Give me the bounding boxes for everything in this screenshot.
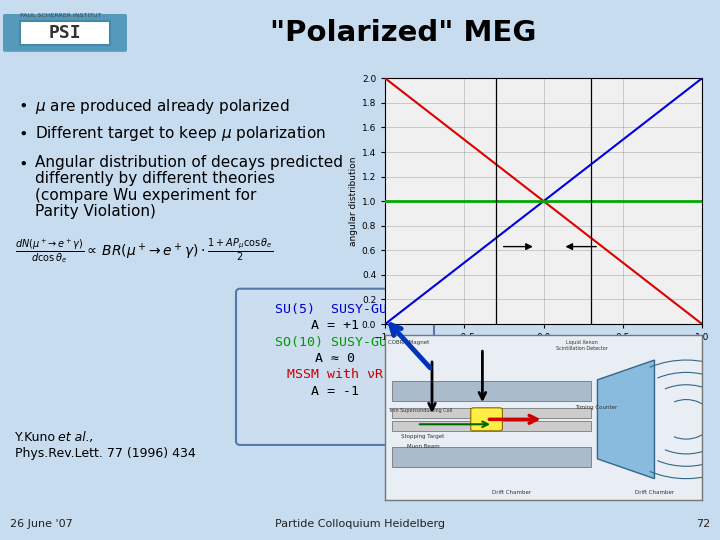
Text: Phys.Rev.Lett. 77 (1996) 434: Phys.Rev.Lett. 77 (1996) 434 [15, 447, 196, 460]
Text: A ≈ 0: A ≈ 0 [315, 352, 355, 365]
FancyBboxPatch shape [236, 289, 434, 445]
Text: SO(10) SUSY-GUT: SO(10) SUSY-GUT [275, 336, 395, 349]
Text: Parity Violation): Parity Violation) [35, 204, 156, 219]
Text: A = -1: A = -1 [311, 384, 359, 397]
Text: $\bullet$: $\bullet$ [18, 155, 27, 170]
FancyBboxPatch shape [20, 21, 110, 45]
Text: Thin Superconducting Coil: Thin Superconducting Coil [388, 408, 453, 413]
Text: Y.Kuno: Y.Kuno [15, 430, 59, 444]
Text: Liquid Xenon
Scintillation Detector: Liquid Xenon Scintillation Detector [556, 340, 608, 351]
Text: Drift Chamber: Drift Chamber [492, 490, 531, 495]
Text: A = +1: A = +1 [311, 319, 359, 332]
Text: Stopping Target: Stopping Target [401, 434, 444, 439]
Text: PSI: PSI [49, 24, 81, 42]
X-axis label: cos θ: cos θ [531, 345, 557, 355]
Bar [392, 421, 591, 431]
Text: MSSM with νR: MSSM with νR [287, 368, 383, 381]
Text: 26 June '07: 26 June '07 [10, 519, 73, 529]
Text: SU(5)  SUSY-GUT: SU(5) SUSY-GUT [275, 303, 395, 316]
Text: (compare Wu experiment for: (compare Wu experiment for [35, 188, 256, 202]
Bar [392, 408, 591, 418]
Polygon shape [598, 360, 654, 478]
Text: $\bullet$: $\bullet$ [18, 97, 27, 112]
FancyBboxPatch shape [471, 408, 503, 431]
Text: Muon Beam: Muon Beam [408, 444, 440, 449]
Text: Timing Counter: Timing Counter [575, 404, 618, 409]
Text: differently by different theories: differently by different theories [35, 171, 275, 186]
Text: $\frac{dN(\mu^+\!\to e^+\gamma)}{d\cos\theta_e}\propto\,BR(\mu^+\!\to e^+\gamma): $\frac{dN(\mu^+\!\to e^+\gamma)}{d\cos\t… [15, 237, 274, 266]
Y-axis label: angular distribution: angular distribution [348, 157, 358, 246]
Text: Partide Colloquium Heidelberg: Partide Colloquium Heidelberg [275, 519, 445, 529]
Text: $\mu$ are produced already polarized: $\mu$ are produced already polarized [35, 97, 289, 116]
Text: Different target to keep $\mu$ polarization: Different target to keep $\mu$ polarizat… [35, 124, 326, 143]
Text: 72: 72 [696, 519, 710, 529]
Text: Drift Chamber: Drift Chamber [635, 490, 674, 495]
Text: "Polarized" MEG: "Polarized" MEG [270, 19, 536, 47]
Bar [392, 381, 591, 401]
Text: COBRA Magnet: COBRA Magnet [388, 340, 430, 345]
Text: PAUL SCHERRER INSTITUT: PAUL SCHERRER INSTITUT [20, 13, 102, 18]
Text: $\bullet$: $\bullet$ [18, 124, 27, 139]
FancyBboxPatch shape [3, 14, 127, 52]
Bar [392, 447, 591, 467]
Text: et al.,: et al., [58, 430, 94, 444]
Text: Angular distribution of decays predicted: Angular distribution of decays predicted [35, 155, 343, 170]
Text: Detector acceptance: Detector acceptance [415, 374, 560, 388]
